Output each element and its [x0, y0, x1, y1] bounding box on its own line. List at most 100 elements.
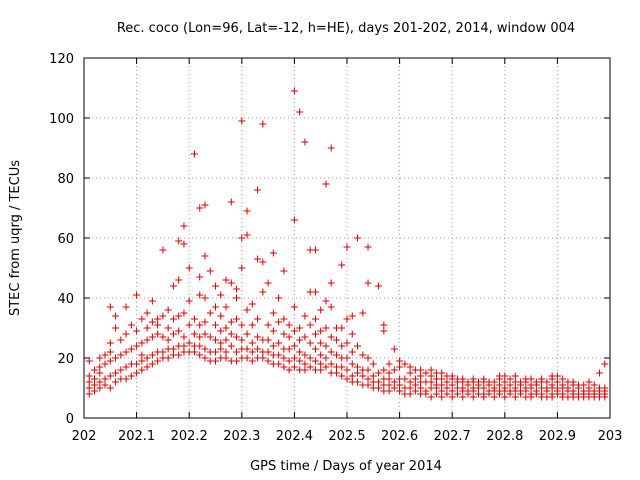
data-point — [438, 387, 446, 395]
data-point — [411, 381, 419, 389]
data-point — [138, 357, 146, 365]
data-point — [133, 291, 141, 299]
data-point — [112, 354, 120, 362]
data-point — [112, 324, 120, 332]
data-point — [553, 378, 561, 386]
data-point — [269, 309, 277, 317]
data-point — [222, 276, 230, 284]
y-axis-label: STEC from uqrg / TECUs — [8, 160, 23, 316]
data-point — [143, 336, 151, 344]
data-point — [180, 342, 188, 350]
data-point — [275, 339, 283, 347]
data-point — [569, 387, 577, 395]
data-point — [396, 387, 404, 395]
data-point — [354, 342, 362, 350]
data-point — [322, 354, 330, 362]
data-point — [390, 384, 398, 392]
data-point — [322, 180, 330, 188]
data-point — [443, 384, 451, 392]
data-point — [327, 333, 335, 341]
data-point — [569, 378, 577, 386]
data-point — [459, 375, 467, 383]
data-point — [106, 339, 114, 347]
data-point — [553, 372, 561, 380]
data-point — [322, 342, 330, 350]
data-point — [511, 393, 519, 401]
data-point — [322, 363, 330, 371]
data-point — [254, 186, 262, 194]
data-point — [122, 330, 130, 338]
data-point — [348, 372, 356, 380]
data-point — [154, 357, 162, 365]
data-point — [148, 318, 156, 326]
data-point — [380, 327, 388, 335]
data-point — [427, 372, 435, 380]
data-point — [138, 351, 146, 359]
data-point — [443, 390, 451, 398]
data-point — [380, 321, 388, 329]
data-point — [254, 333, 262, 341]
data-point — [91, 375, 99, 383]
data-point — [238, 264, 246, 272]
data-point — [138, 315, 146, 323]
data-point — [180, 222, 188, 230]
data-point — [138, 366, 146, 374]
data-point — [259, 354, 267, 362]
data-point — [264, 336, 272, 344]
y-tick-label: 0 — [66, 412, 74, 427]
data-point — [501, 378, 509, 386]
data-point — [406, 378, 414, 386]
data-point — [290, 327, 298, 335]
data-point — [227, 279, 235, 287]
data-point — [396, 363, 404, 371]
data-point — [375, 369, 383, 377]
data-point — [490, 393, 498, 401]
data-point — [448, 381, 456, 389]
data-point — [359, 372, 367, 380]
x-tick-label: 202.5 — [328, 429, 365, 444]
data-point — [101, 351, 109, 359]
data-point — [480, 384, 488, 392]
data-point — [122, 348, 130, 356]
data-point — [164, 336, 172, 344]
data-point — [448, 393, 456, 401]
data-point — [248, 321, 256, 329]
data-point — [122, 375, 130, 383]
data-point — [85, 372, 93, 380]
data-point — [296, 108, 304, 116]
data-point — [196, 204, 204, 212]
data-point — [148, 351, 156, 359]
data-point — [559, 381, 567, 389]
data-point — [164, 306, 172, 314]
data-point — [254, 255, 262, 263]
y-tick-label: 20 — [57, 352, 74, 367]
data-point — [427, 366, 435, 374]
data-point — [85, 390, 93, 398]
data-point — [290, 216, 298, 224]
data-point — [538, 375, 546, 383]
x-tick-label: 202 — [72, 429, 97, 444]
y-tick-label: 40 — [57, 292, 74, 307]
data-point — [427, 393, 435, 401]
data-point — [233, 348, 241, 356]
data-point — [343, 339, 351, 347]
data-point — [96, 363, 104, 371]
data-point — [285, 333, 293, 341]
data-point — [338, 372, 346, 380]
data-point — [264, 357, 272, 365]
data-point — [233, 294, 241, 302]
data-point — [201, 318, 209, 326]
data-point — [196, 291, 204, 299]
data-point — [601, 360, 609, 368]
data-point — [159, 348, 167, 356]
data-point — [322, 324, 330, 332]
data-point — [243, 354, 251, 362]
data-point — [233, 357, 241, 365]
data-point — [501, 393, 509, 401]
data-point — [117, 336, 125, 344]
data-point — [469, 375, 477, 383]
data-point — [248, 348, 256, 356]
data-point — [548, 381, 556, 389]
data-point — [296, 348, 304, 356]
data-point — [259, 288, 267, 296]
